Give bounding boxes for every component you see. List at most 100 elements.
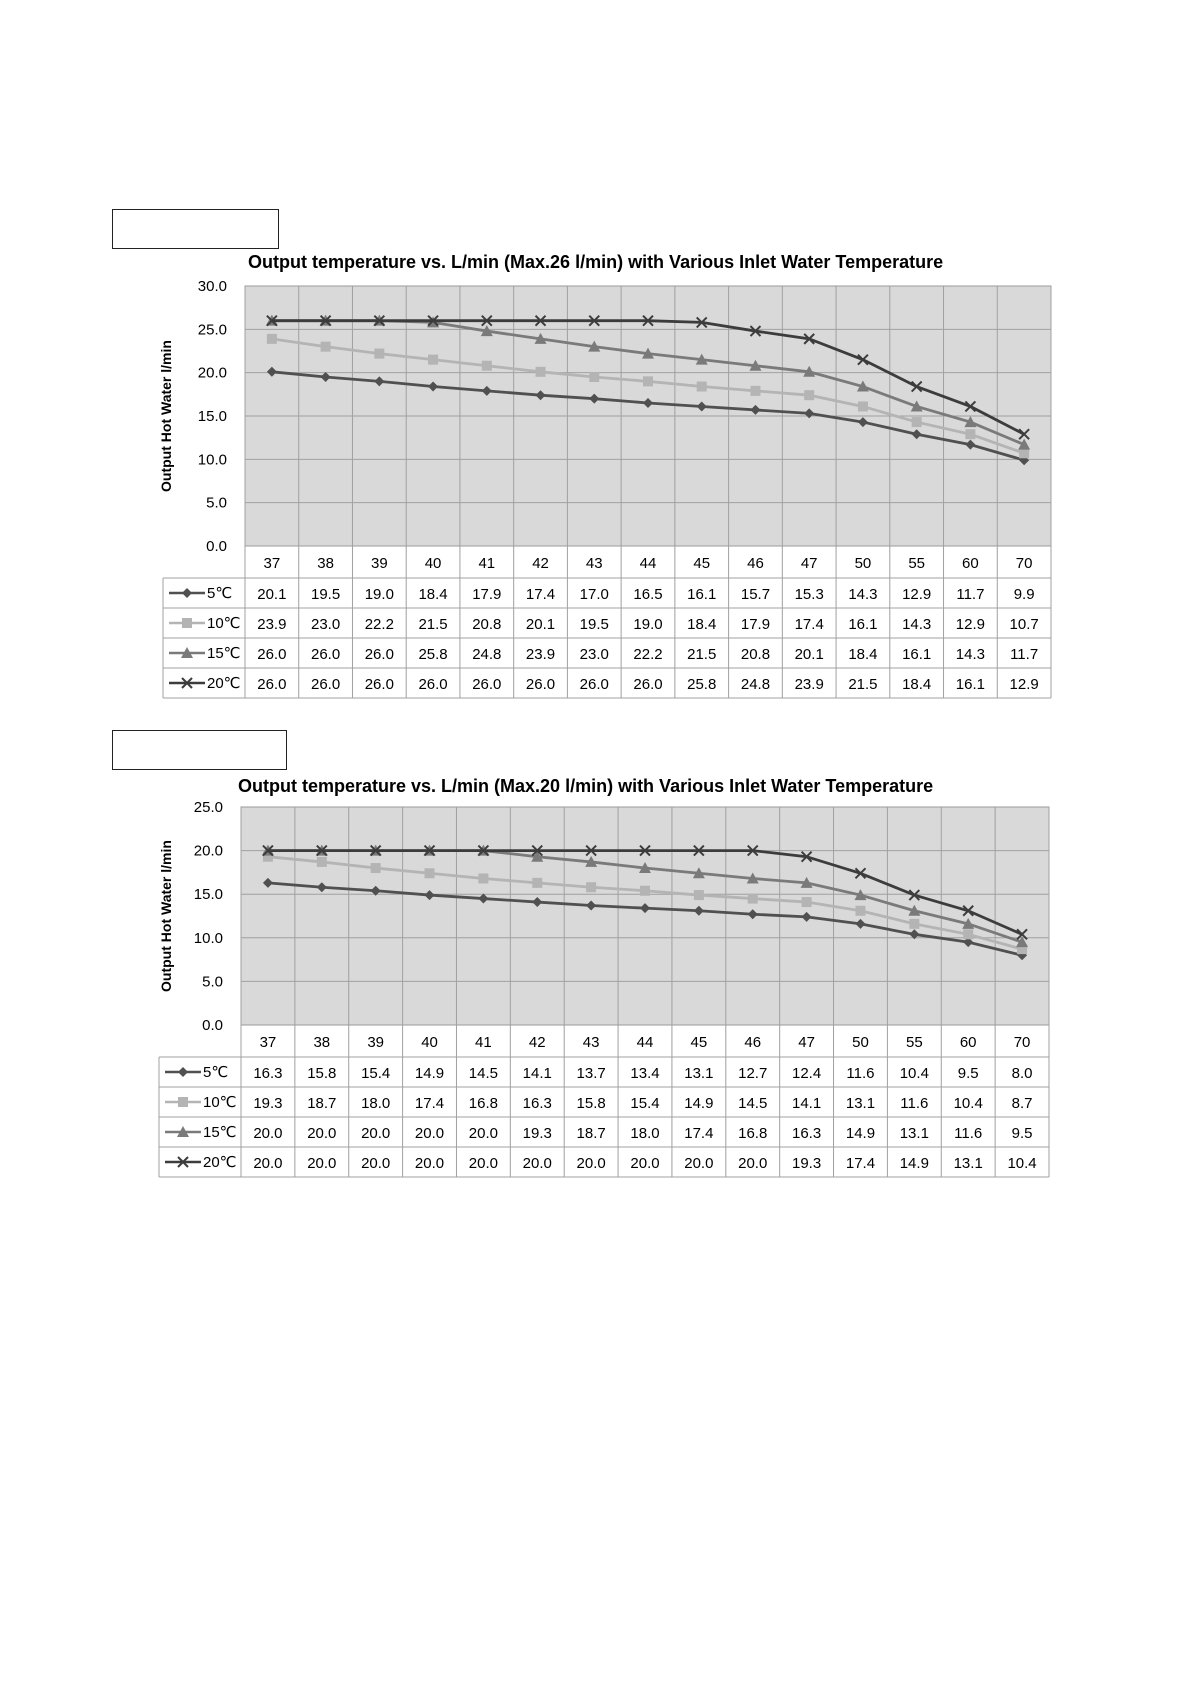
chart-1-data-point	[481, 314, 493, 327]
chart-1-data-point	[320, 341, 331, 352]
chart-1-data-point	[266, 333, 277, 344]
chart-2-xtick-label: 55	[906, 1034, 923, 1051]
chart-1-data-label: 20.8	[741, 646, 770, 663]
chart-1-data-label: 26.0	[633, 676, 662, 693]
chart-1-data-label: 18.4	[418, 586, 447, 603]
chart-1-data-point	[1019, 448, 1030, 459]
chart-2-data-label: 20.0	[307, 1125, 336, 1142]
chart-2-data-label: 10.4	[1007, 1155, 1036, 1172]
chart-2-data-label: 14.9	[900, 1155, 929, 1172]
chart-2-data-label: 10.4	[900, 1065, 929, 1082]
chart-2-data-label: 13.1	[846, 1095, 875, 1112]
chart-2-data-label: 14.5	[469, 1065, 498, 1082]
chart-1-data-point	[803, 333, 815, 345]
chart-2-legend-marker	[177, 1156, 189, 1168]
chart-2-data-point-stroke-b	[423, 844, 436, 857]
chart-2-legend-marker	[178, 1067, 188, 1077]
chart-2-data-point	[424, 890, 435, 901]
chart-2-data-point	[640, 903, 650, 914]
chart-1-legend-marker	[182, 588, 192, 598]
chart-2-data-point	[423, 844, 436, 857]
chart-2-xtick-label: 43	[583, 1034, 600, 1051]
chart-2-data-label: 17.4	[846, 1155, 875, 1172]
chart-1-data-point	[857, 353, 869, 366]
chart-1-data-point	[857, 417, 868, 428]
chart-1-data-point	[534, 314, 547, 327]
chart-1-legend-marker	[182, 618, 192, 628]
chart-2-data-label: 20.0	[523, 1155, 552, 1172]
chart-1-data-label: 10.7	[1010, 616, 1039, 633]
chart-2-data-label: 12.4	[792, 1065, 821, 1082]
chart-1-ytick-label: 25.0	[198, 321, 227, 338]
chart-1-data-point	[696, 381, 707, 392]
chart-1-data-label: 25.8	[418, 646, 447, 663]
chart-1-xtick-label: 60	[962, 555, 979, 572]
chart-2-data-label: 14.1	[792, 1095, 821, 1112]
chart-1-legend-label: 5℃	[207, 585, 232, 602]
chart-2-data-point	[1016, 928, 1028, 941]
chart-2-data-label: 13.7	[577, 1065, 606, 1082]
chart-1-data-label: 14.3	[902, 616, 931, 633]
chart-2-data-label: 15.8	[307, 1065, 336, 1082]
chart-2-data-point	[1016, 936, 1029, 948]
chart-2-data-point-stroke-b	[747, 844, 759, 857]
chart-1-data-label: 12.9	[1010, 676, 1039, 693]
chart-2-data-point-stroke-b	[1016, 928, 1028, 941]
chart-1-data-point	[1018, 438, 1031, 450]
chart-1-data-point	[427, 314, 439, 327]
chart-1-xtick-label: 55	[908, 555, 925, 572]
chart-1-data-label: 16.5	[633, 586, 662, 603]
chart-2-ytick-label: 15.0	[194, 886, 223, 903]
chart-1-data-point	[804, 390, 815, 401]
chart-2-data-point	[962, 917, 975, 929]
chart-1-xtick-label: 50	[855, 555, 872, 572]
chart-1-xtick-label: 43	[586, 555, 603, 572]
chart-2-data-point-stroke-b	[477, 844, 490, 857]
chart-1-data-point-stroke-b	[696, 316, 708, 329]
chart-2-data-label: 13.1	[900, 1125, 929, 1142]
chart-1-data-label: 26.0	[365, 676, 394, 693]
chart-2-data-point-stroke-b	[854, 867, 867, 879]
chart-1-data-point	[965, 439, 976, 450]
chart-1-data-point	[1018, 428, 1030, 440]
chart-2-ylabel: Output Hot Water l/min	[158, 840, 174, 992]
chart-2-data-point	[963, 929, 974, 940]
chart-1-data-point	[643, 398, 653, 408]
chart-1-data-point	[803, 365, 816, 377]
chart-1-data-label: 11.7	[956, 586, 984, 603]
chart-2-data-label: 11.6	[954, 1125, 982, 1142]
chart-1-data-label: 26.0	[365, 646, 394, 663]
chart-2-data-label: 19.3	[792, 1155, 821, 1172]
chart-2-data-label: 13.1	[684, 1065, 713, 1082]
chart-1-data-point	[374, 348, 385, 359]
chart-1-data-label: 19.0	[633, 616, 662, 633]
chart-2-data-point-stroke-b	[639, 844, 651, 857]
chart-1-data-label: 26.0	[257, 646, 286, 663]
chart-2-data-label: 18.0	[630, 1125, 659, 1142]
chart-1-legend-marker	[181, 647, 193, 658]
chart-1-xtick-label: 45	[693, 555, 710, 572]
chart-2-data-label: 8.0	[1012, 1065, 1033, 1082]
chart-2-data-label: 15.4	[630, 1095, 659, 1112]
chart-1-data-point	[481, 385, 492, 396]
chart-2-data-point	[855, 905, 866, 916]
chart-1-data-label: 20.1	[795, 646, 824, 663]
chart-2-data-point	[639, 862, 651, 874]
chart-1-xtick-label: 40	[425, 555, 442, 572]
chart-1-data-label: 17.9	[472, 586, 501, 603]
chart-1-data-point-stroke-b	[803, 333, 815, 345]
chart-1-data-label: 17.4	[526, 586, 555, 603]
chart-2-data-label: 20.0	[415, 1125, 444, 1142]
chart-1-data-point-stroke-b	[1018, 428, 1030, 440]
chart-1-data-label: 24.8	[741, 676, 770, 693]
chart-2-data-label: 16.8	[738, 1125, 767, 1142]
chart-1-data-point-stroke-b	[266, 314, 278, 327]
chart-2-data-point	[316, 844, 328, 857]
chart-1-data-point-stroke-b	[534, 314, 547, 327]
chart-1-xtick-label: 41	[478, 555, 495, 572]
chart-2-data-point	[801, 897, 812, 908]
chart-2-legend-marker	[178, 1097, 188, 1107]
chart-1-data-label: 21.5	[848, 676, 877, 693]
chart-2-data-label: 16.3	[792, 1125, 821, 1142]
chart-1-data-label: 23.0	[580, 646, 609, 663]
